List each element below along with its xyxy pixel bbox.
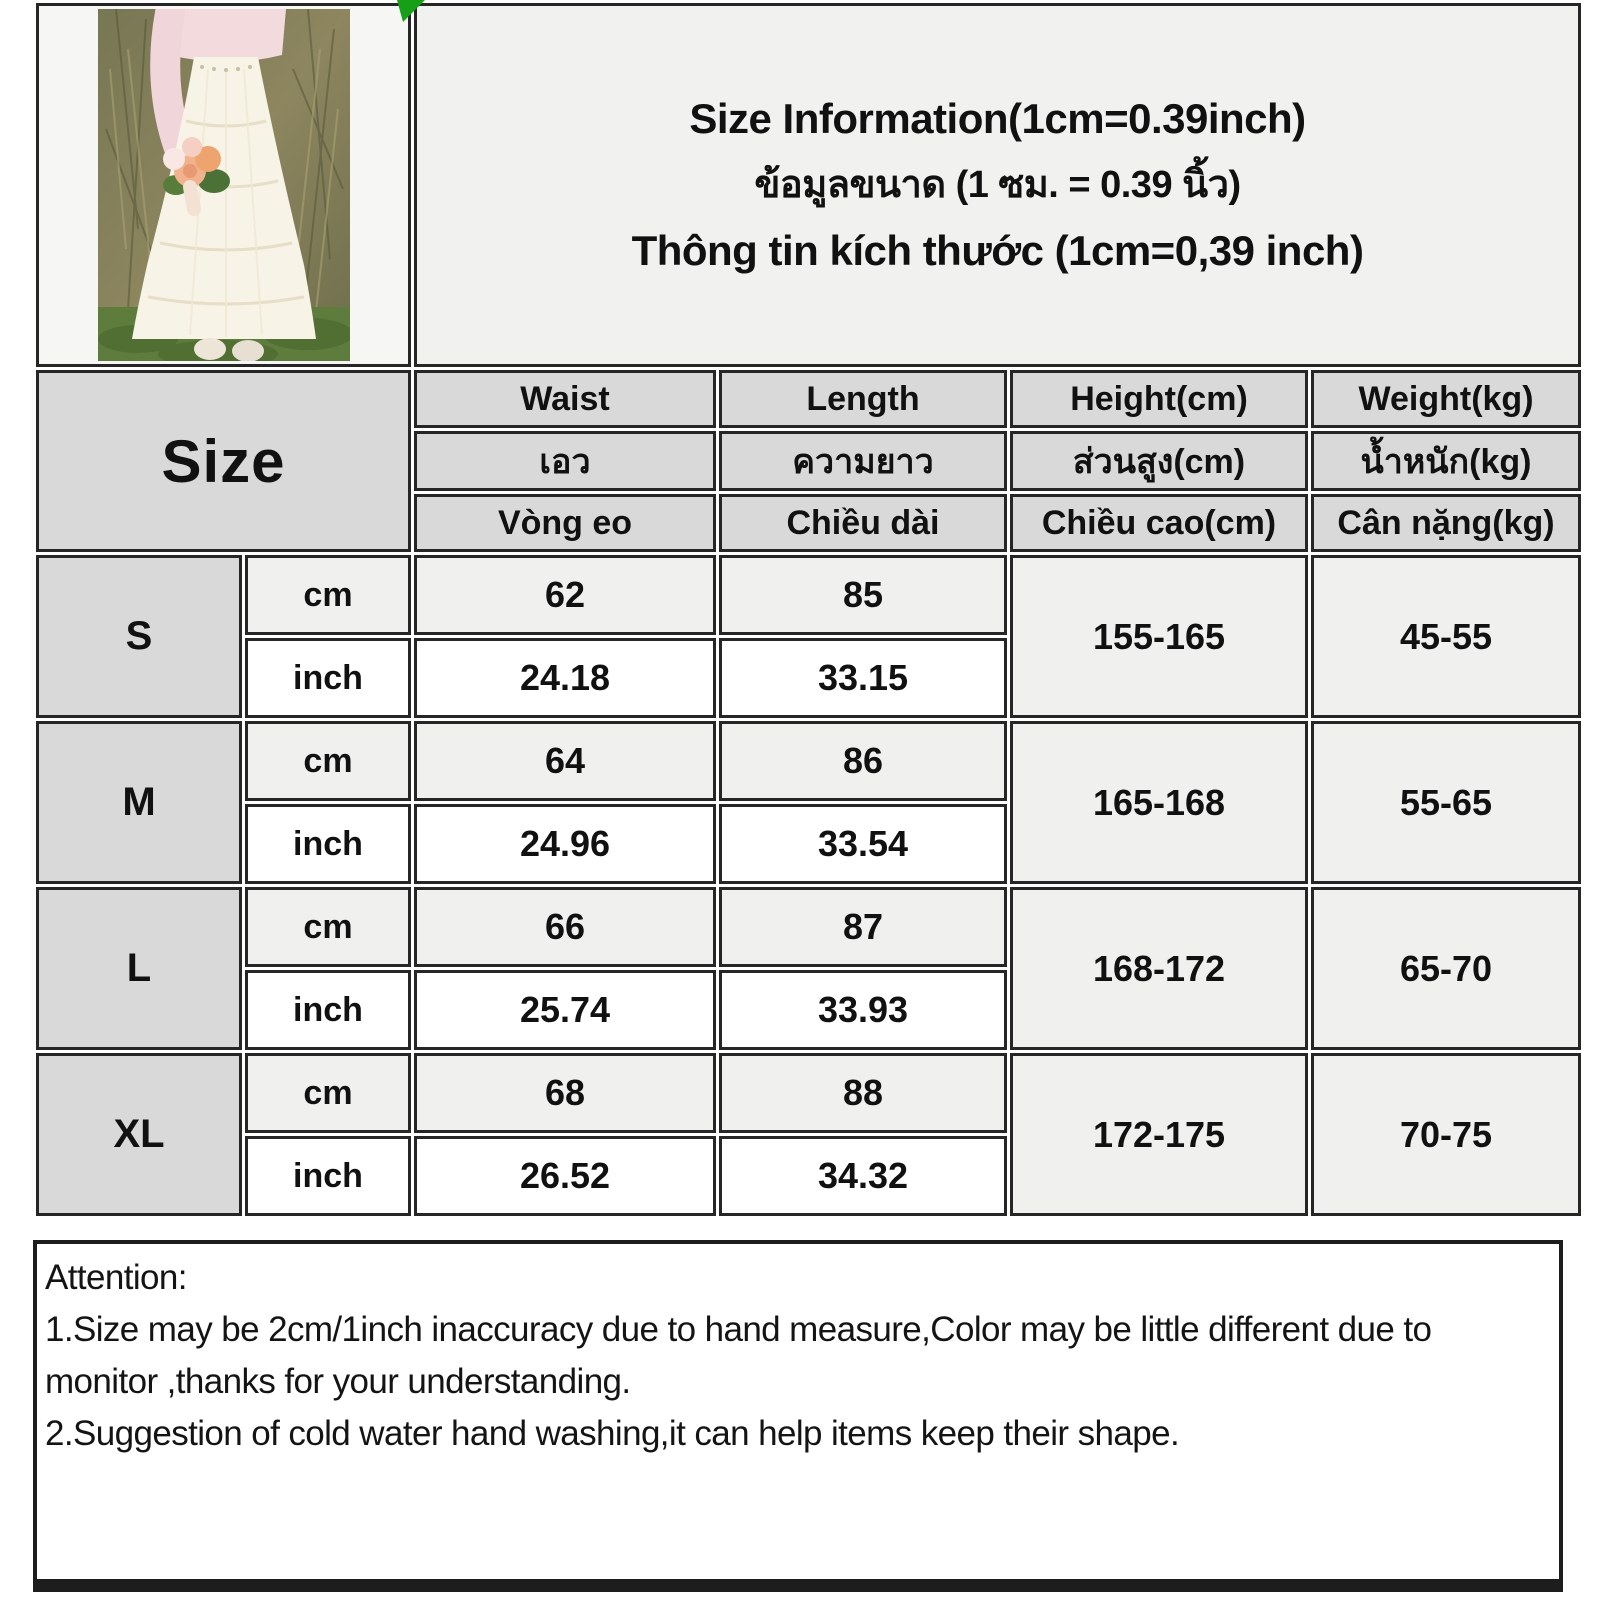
size-chart-table: Size Information(1cm=0.39inch) ข้อมูลขนา… [33, 0, 1585, 1219]
xl-length-cm: 88 [719, 1053, 1007, 1133]
size-header: Size [36, 370, 411, 552]
header-row-vi: Vòng eo Chiều dài Chiều cao(cm) Cân nặng… [36, 494, 1582, 552]
title-thai: ข้อมูลขนาด (1 ซม. = 0.39 นิ้ว) [754, 164, 1241, 206]
unit-cm: cm [245, 721, 411, 801]
l-waist-inch: 25.74 [414, 970, 716, 1050]
top-row: Size Information(1cm=0.39inch) ข้อมูลขนา… [36, 3, 1582, 367]
col-header-height-vi: Chiều cao(cm) [1010, 494, 1308, 552]
m-waist-cm: 64 [414, 721, 716, 801]
s-weight-range: 45-55 [1311, 555, 1582, 718]
unit-cm: cm [245, 887, 411, 967]
col-header-height-th: ส่วนสูง(cm) [1010, 431, 1308, 491]
unit-cm: cm [245, 1053, 411, 1133]
l-waist-cm: 66 [414, 887, 716, 967]
bouquet [162, 137, 230, 216]
size-label-s: S [36, 555, 242, 718]
row-s-inch: inch 24.18 33.15 [36, 638, 1581, 718]
xl-weight-range: 70-75 [1311, 1053, 1582, 1216]
m-length-inch: 33.54 [719, 804, 1007, 884]
row-xl-inch: inch 26.52 34.32 [36, 1136, 1581, 1216]
s-length-cm: 85 [719, 555, 1007, 635]
l-height-range: 168-172 [1010, 887, 1308, 1050]
row-l-inch: inch 25.74 33.93 [36, 970, 1581, 1050]
col-header-length-en: Length [719, 370, 1007, 428]
row-s-cm: S cm 62 85 155-165 45-55 [36, 555, 1582, 718]
l-length-inch: 33.93 [719, 970, 1007, 1050]
xl-length-inch: 34.32 [719, 1136, 1007, 1216]
s-length-inch: 33.15 [719, 638, 1007, 718]
title-english: Size Information(1cm=0.39inch) [689, 95, 1306, 142]
attention-heading: Attention: [45, 1258, 187, 1297]
unit-inch: inch [245, 638, 411, 718]
col-header-length-vi: Chiều dài [719, 494, 1007, 552]
unit-inch: inch [245, 970, 411, 1050]
m-weight-range: 55-65 [1311, 721, 1582, 884]
unit-inch: inch [245, 1136, 411, 1216]
col-header-weight-th: น้ำหนัก(kg) [1311, 431, 1582, 491]
l-length-cm: 87 [719, 887, 1007, 967]
unit-cm: cm [245, 555, 411, 635]
col-header-height-en: Height(cm) [1010, 370, 1308, 428]
col-header-waist-vi: Vòng eo [414, 494, 716, 552]
row-m-cm: M cm 64 86 165-168 55-65 [36, 721, 1582, 884]
attention-note-2: 2.Suggestion of cold water hand washing,… [45, 1414, 1180, 1453]
col-header-length-th: ความยาว [719, 431, 1007, 491]
s-waist-cm: 62 [414, 555, 716, 635]
header-row-en: Size Waist Length Height(cm) Weight(kg) [36, 370, 1582, 552]
xl-height-range: 172-175 [1010, 1053, 1308, 1216]
attention-note-1: 1.Size may be 2cm/1inch inaccuracy due t… [45, 1310, 1432, 1401]
col-header-weight-en: Weight(kg) [1311, 370, 1582, 428]
row-l-cm: L cm 66 87 168-172 65-70 [36, 887, 1582, 1050]
s-waist-inch: 24.18 [414, 638, 716, 718]
col-header-weight-vi: Cân nặng(kg) [1311, 494, 1582, 552]
row-xl-cm: XL cm 68 88 172-175 70-75 [36, 1053, 1582, 1216]
header-row-th: เอว ความยาว ส่วนสูง(cm) น้ำหนัก(kg) [36, 431, 1582, 491]
attention-box: Attention: 1.Size may be 2cm/1inch inacc… [33, 1240, 1563, 1592]
m-height-range: 165-168 [1010, 721, 1308, 884]
col-header-waist-th: เอว [414, 431, 716, 491]
product-photo-cell [36, 3, 411, 367]
xl-waist-inch: 26.52 [414, 1136, 716, 1216]
size-label-l: L [36, 887, 242, 1050]
product-photo [97, 9, 350, 361]
m-waist-inch: 24.96 [414, 804, 716, 884]
xl-waist-cm: 68 [414, 1053, 716, 1133]
size-label-xl: XL [36, 1053, 242, 1216]
l-weight-range: 65-70 [1311, 887, 1582, 1050]
title-vietnamese: Thông tin kích thước (1cm=0,39 inch) [631, 227, 1364, 274]
col-header-waist-en: Waist [414, 370, 716, 428]
size-label-m: M [36, 721, 242, 884]
green-corner-marker [397, 0, 425, 22]
m-length-cm: 86 [719, 721, 1007, 801]
s-height-range: 155-165 [1010, 555, 1308, 718]
unit-inch: inch [245, 804, 411, 884]
row-m-inch: inch 24.96 33.54 [36, 804, 1581, 884]
size-info-title-cell: Size Information(1cm=0.39inch) ข้อมูลขนา… [414, 3, 1582, 367]
